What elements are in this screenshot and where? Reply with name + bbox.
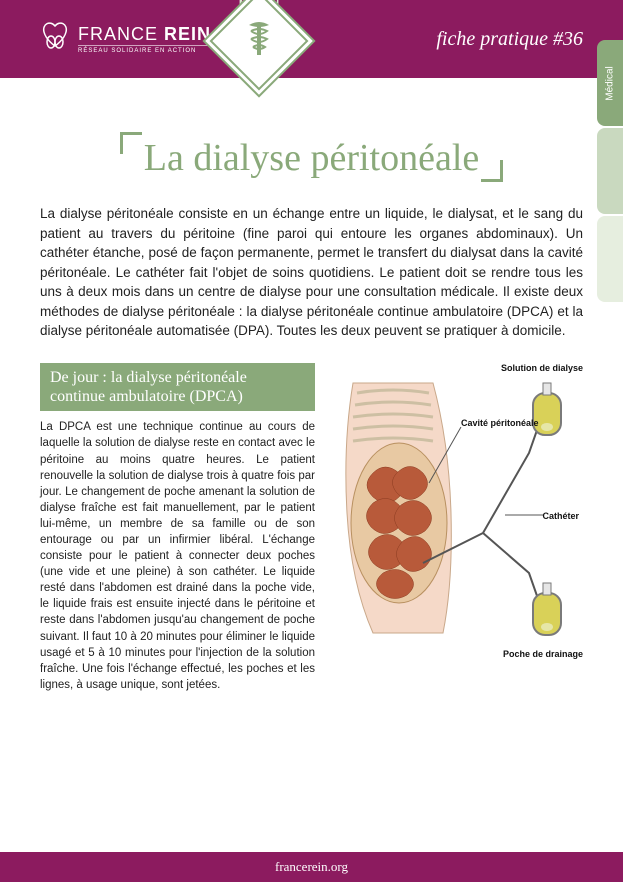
kidney-heart-icon: [40, 22, 70, 56]
title-area: La dialyse péritonéale: [0, 136, 623, 180]
logo: FRANCE REIN RÉSEAU SOLIDAIRE EN ACTION: [40, 22, 211, 56]
header-band: FRANCE REIN RÉSEAU SOLIDAIRE EN ACTION M…: [0, 0, 623, 78]
side-tab-label: Médical: [605, 66, 616, 100]
brand-name: FRANCE REIN: [78, 24, 211, 45]
label-cavity: Cavité péritonéale: [461, 419, 539, 429]
content-columns: De jour : la dialyse péritonéale continu…: [40, 363, 583, 693]
logo-text: FRANCE REIN RÉSEAU SOLIDAIRE EN ACTION: [78, 24, 211, 54]
left-column: De jour : la dialyse péritonéale continu…: [40, 363, 315, 693]
category-badge: Médical: [210, 0, 308, 90]
caduceus-icon: [239, 15, 279, 68]
brand-tagline: RÉSEAU SOLIDAIRE EN ACTION: [78, 45, 211, 54]
corner-decoration-br: [481, 160, 503, 182]
title-text: La dialyse péritonéale: [144, 137, 480, 179]
footer: francerein.org: [0, 852, 623, 882]
page-title: La dialyse péritonéale: [126, 136, 498, 180]
label-solution-bag: Solution de dialyse: [501, 363, 583, 373]
label-catheter: Cathéter: [542, 511, 579, 521]
diagram-column: Solution de dialyse Cavité péritonéale C…: [333, 363, 583, 693]
label-drain-bag: Poche de drainage: [503, 649, 583, 659]
footer-url[interactable]: francerein.org: [275, 859, 348, 874]
side-tab-3[interactable]: [597, 216, 623, 302]
side-tab-medical[interactable]: Médical: [597, 40, 623, 126]
corner-decoration-tl: [120, 132, 142, 154]
brand-thin: FRANCE: [78, 24, 158, 44]
brand-bold: REIN: [164, 24, 211, 44]
intro-paragraph: La dialyse péritonéale consiste en un éc…: [40, 204, 583, 341]
fiche-number: fiche pratique #36: [436, 28, 583, 51]
section-body: La DPCA est une technique continue au co…: [40, 419, 315, 693]
section-heading: De jour : la dialyse péritonéale continu…: [40, 363, 315, 411]
